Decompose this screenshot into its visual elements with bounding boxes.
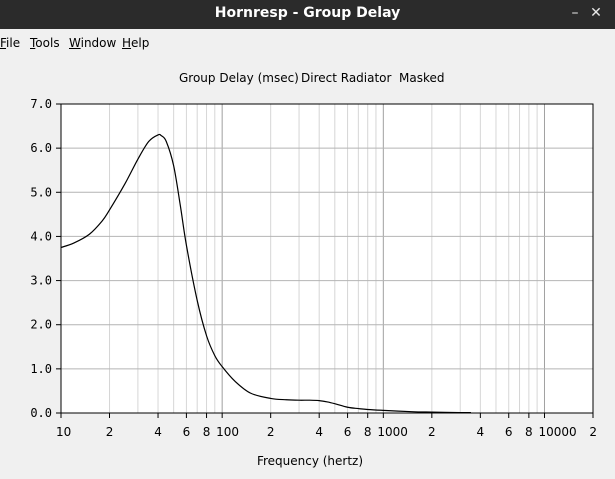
x-tick-label: 6: [505, 425, 513, 439]
y-tick-label: 5.0: [30, 185, 52, 199]
x-tick-label: 2: [267, 425, 275, 439]
x-tick-label: 4: [315, 425, 323, 439]
x-tick-label: 2: [106, 425, 114, 439]
x-axis: 10 2 4 6 8 100 2 4 6 8 1000 2 4 6 8 10000 2: [56, 413, 597, 439]
x-tick-label: 2: [589, 425, 597, 439]
menu-bar: File Tools Window Help: [0, 29, 615, 53]
x-tick-label: 8: [203, 425, 211, 439]
x-tick-label: 6: [344, 425, 352, 439]
x-tick-label: 10000: [538, 425, 576, 439]
chart-area: 0.0 1.0 2.0 3.0 4.0 5.0 6.0 7.0 10 2 4 6 8 100 2 4 6 8 10…: [0, 53, 615, 479]
y-tick-label: 2.0: [30, 318, 52, 332]
x-tick-label: 10: [56, 425, 71, 439]
menu-tools[interactable]: Tools: [30, 36, 60, 50]
x-tick-label: 8: [364, 425, 372, 439]
x-axis-label: Frequency (hertz): [257, 454, 363, 468]
chart-title-main: Group Delay (msec): [179, 71, 299, 85]
plot-frame: [60, 103, 594, 414]
group-delay-chart: 0.01.02.03.04.05.06.07.0 10 2 4 6 8 100 2 4 6 8 10…: [30, 71, 597, 468]
minimize-icon[interactable]: –: [571, 5, 579, 21]
x-tick-label: 2: [428, 425, 436, 439]
x-tick-label: 1000: [377, 425, 408, 439]
chart-title-type: Direct Radiator: [301, 71, 392, 85]
x-tick-label: 100: [216, 425, 239, 439]
y-tick-label: 3.0: [30, 274, 52, 288]
y-tick-label: 7.0: [30, 97, 52, 111]
y-axis: 0.0 1.0 2.0 3.0 4.0 5.0 6.0 7.0: [30, 97, 61, 420]
menu-window[interactable]: Window: [69, 36, 117, 50]
window-title: Hornresp - Group Delay: [214, 5, 401, 21]
x-tick-label: 4: [154, 425, 162, 439]
group-delay-curve: [60, 133, 472, 414]
x-tick-label: 6: [183, 425, 191, 439]
menu-file[interactable]: File: [0, 36, 21, 50]
y-tick-label: 1.0: [30, 362, 52, 376]
x-tick-label: 4: [477, 425, 485, 439]
menu-help[interactable]: Help: [122, 36, 150, 50]
plot-background: [61, 104, 593, 413]
y-tick-label: 6.0: [30, 141, 52, 155]
title-bar: Hornresp - Group Delay – ✕: [0, 0, 615, 29]
grid: [61, 104, 593, 413]
close-icon[interactable]: ✕: [590, 5, 602, 21]
y-tick-label: 4.0: [30, 229, 52, 243]
chart-title-mask: Masked: [399, 71, 444, 85]
y-tick-label: 0.0: [30, 406, 52, 420]
x-tick-label: 8: [525, 425, 533, 439]
